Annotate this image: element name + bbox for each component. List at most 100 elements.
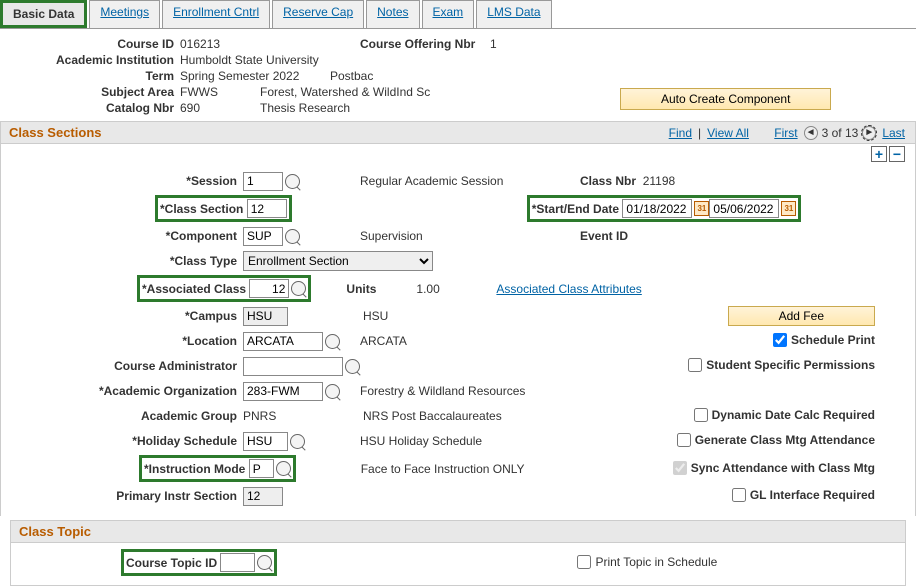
subject-label: Subject Area bbox=[20, 85, 180, 99]
academic-group-desc: NRS Post Baccalaureates bbox=[363, 409, 563, 423]
tab-enrollment[interactable]: Enrollment Cntrl bbox=[162, 0, 270, 28]
sync-attendance-label: Sync Attendance with Class Mtg bbox=[691, 461, 875, 475]
holiday-schedule-lookup-icon[interactable] bbox=[290, 434, 305, 449]
session-lookup-icon[interactable] bbox=[285, 174, 300, 189]
associated-class-input[interactable] bbox=[249, 279, 289, 298]
generate-attendance-checkbox[interactable] bbox=[677, 433, 691, 447]
academic-group-label: Academic Group bbox=[11, 409, 243, 423]
term-label: Term bbox=[20, 69, 180, 83]
instruction-mode-input[interactable] bbox=[249, 459, 274, 478]
component-label: *Component bbox=[11, 229, 243, 243]
campus-desc: HSU bbox=[363, 309, 543, 323]
sync-attendance-checkbox bbox=[673, 461, 687, 475]
add-row-button[interactable]: + bbox=[871, 146, 887, 162]
next-row-button[interactable]: ► bbox=[862, 126, 876, 140]
term-value: Spring Semester 2022 bbox=[180, 69, 330, 83]
generate-attendance-label: Generate Class Mtg Attendance bbox=[695, 433, 875, 447]
find-link[interactable]: Find bbox=[669, 126, 692, 140]
start-end-label: *Start/End Date bbox=[532, 202, 619, 216]
course-admin-label: Course Administrator bbox=[11, 359, 243, 373]
subject-desc: Forest, Watershed & WildInd Sc bbox=[260, 85, 430, 99]
course-id-label: Course ID bbox=[20, 37, 180, 51]
dynamic-date-calc-label: Dynamic Date Calc Required bbox=[712, 408, 875, 422]
end-date-input[interactable] bbox=[709, 199, 779, 218]
first-link[interactable]: First bbox=[774, 126, 797, 140]
start-date-calendar-icon[interactable]: 31 bbox=[694, 201, 709, 216]
class-nbr-value: 21198 bbox=[643, 174, 675, 188]
class-section-input[interactable] bbox=[247, 199, 287, 218]
holiday-schedule-desc: HSU Holiday Schedule bbox=[360, 434, 560, 448]
location-input[interactable] bbox=[243, 332, 323, 351]
units-value: 1.00 bbox=[416, 282, 496, 296]
tab-lms-data[interactable]: LMS Data bbox=[476, 0, 551, 28]
associated-class-lookup-icon[interactable] bbox=[291, 281, 306, 296]
course-admin-input[interactable] bbox=[243, 357, 343, 376]
component-input[interactable] bbox=[243, 227, 283, 246]
units-label: Units bbox=[346, 282, 376, 296]
academic-org-desc: Forestry & Wildland Resources bbox=[360, 384, 560, 398]
location-lookup-icon[interactable] bbox=[325, 334, 340, 349]
start-date-input[interactable] bbox=[622, 199, 692, 218]
tab-basic-data[interactable]: Basic Data bbox=[0, 0, 87, 28]
gl-interface-checkbox[interactable] bbox=[732, 488, 746, 502]
view-all-link[interactable]: View All bbox=[707, 126, 749, 140]
class-section-label: *Class Section bbox=[160, 202, 243, 216]
catalog-label: Catalog Nbr bbox=[20, 101, 180, 115]
class-sections-title: Class Sections bbox=[9, 125, 102, 140]
auto-create-component-button[interactable]: Auto Create Component bbox=[620, 88, 831, 110]
campus-input bbox=[243, 307, 288, 326]
session-input[interactable] bbox=[243, 172, 283, 191]
tab-exam[interactable]: Exam bbox=[422, 0, 475, 28]
academic-org-lookup-icon[interactable] bbox=[325, 384, 340, 399]
location-desc: ARCATA bbox=[360, 334, 540, 348]
academic-org-label: *Academic Organization bbox=[11, 384, 243, 398]
class-type-label: *Class Type bbox=[11, 254, 243, 268]
prev-row-button[interactable]: ◄ bbox=[804, 126, 818, 140]
instruction-mode-desc: Face to Face Instruction ONLY bbox=[361, 462, 561, 476]
component-desc: Supervision bbox=[360, 229, 540, 243]
catalog-value: 690 bbox=[180, 101, 260, 115]
institution-label: Academic Institution bbox=[20, 53, 180, 67]
class-topic-title: Class Topic bbox=[19, 524, 91, 539]
location-label: *Location bbox=[11, 334, 243, 348]
subject-value: FWWS bbox=[180, 85, 260, 99]
last-link[interactable]: Last bbox=[882, 126, 905, 140]
tab-meetings[interactable]: Meetings bbox=[89, 0, 160, 28]
offering-nbr-value: 1 bbox=[490, 37, 497, 51]
print-topic-checkbox[interactable] bbox=[577, 555, 591, 569]
end-date-calendar-icon[interactable]: 31 bbox=[781, 201, 796, 216]
schedule-print-label: Schedule Print bbox=[791, 333, 875, 347]
offering-nbr-label: Course Offering Nbr bbox=[360, 37, 490, 51]
holiday-schedule-label: *Holiday Schedule bbox=[11, 434, 243, 448]
add-fee-button[interactable]: Add Fee bbox=[728, 306, 875, 326]
dynamic-date-calc-checkbox[interactable] bbox=[694, 408, 708, 422]
course-id-value: 016213 bbox=[180, 37, 360, 51]
course-topic-id-input[interactable] bbox=[220, 553, 255, 572]
tab-notes[interactable]: Notes bbox=[366, 0, 419, 28]
session-label: *Session bbox=[11, 174, 243, 188]
tab-reserve-cap[interactable]: Reserve Cap bbox=[272, 0, 364, 28]
associated-class-label: *Associated Class bbox=[142, 282, 246, 296]
catalog-desc: Thesis Research bbox=[260, 101, 350, 115]
component-lookup-icon[interactable] bbox=[285, 229, 300, 244]
schedule-print-checkbox[interactable] bbox=[773, 333, 787, 347]
course-topic-id-lookup-icon[interactable] bbox=[257, 555, 272, 570]
session-desc: Regular Academic Session bbox=[360, 174, 540, 188]
delete-row-button[interactable]: − bbox=[889, 146, 905, 162]
student-permissions-label: Student Specific Permissions bbox=[706, 358, 875, 372]
gl-interface-label: GL Interface Required bbox=[750, 488, 875, 502]
course-topic-id-label: Course Topic ID bbox=[126, 556, 217, 570]
instruction-mode-lookup-icon[interactable] bbox=[276, 461, 291, 476]
term-extra: Postbac bbox=[330, 69, 373, 83]
associated-class-attributes-link[interactable]: Associated Class Attributes bbox=[496, 282, 641, 296]
class-type-select[interactable]: Enrollment Section bbox=[243, 251, 433, 271]
student-permissions-checkbox[interactable] bbox=[688, 358, 702, 372]
row-position: 3 of 13 bbox=[822, 126, 859, 140]
academic-org-input[interactable] bbox=[243, 382, 323, 401]
primary-instr-label: Primary Instr Section bbox=[11, 489, 243, 503]
holiday-schedule-input[interactable] bbox=[243, 432, 288, 451]
institution-value: Humboldt State University bbox=[180, 53, 360, 67]
class-nbr-label: Class Nbr bbox=[580, 174, 636, 188]
course-admin-lookup-icon[interactable] bbox=[345, 359, 360, 374]
instruction-mode-label: *Instruction Mode bbox=[144, 462, 245, 476]
